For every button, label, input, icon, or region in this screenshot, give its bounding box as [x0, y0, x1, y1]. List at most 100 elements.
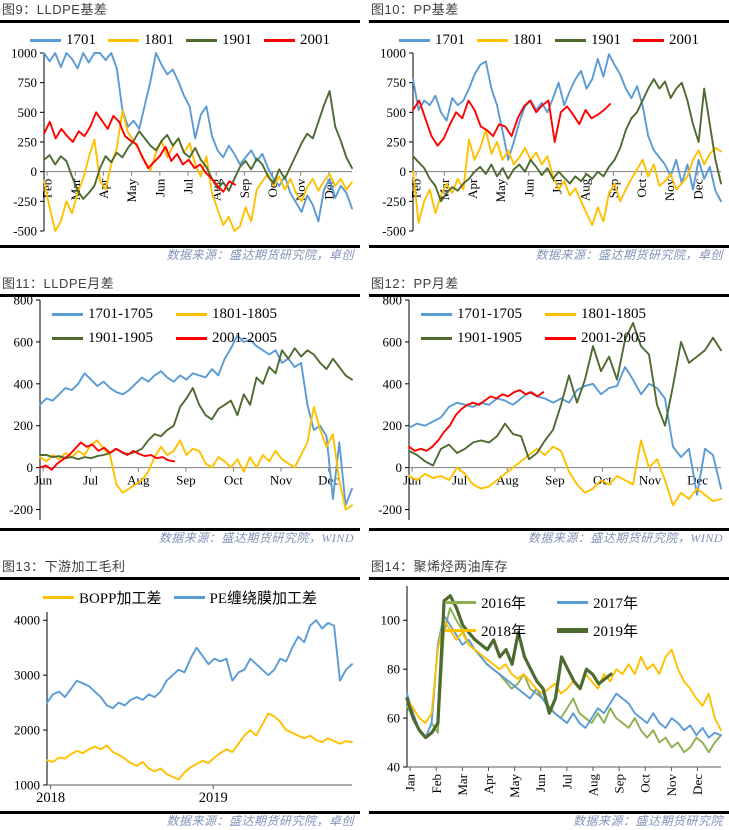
- data-source-fig10: 数据来源：盛达期货研究院，卓创: [535, 248, 723, 262]
- legend-item: 1901-1905: [52, 330, 176, 347]
- data-source-fig13: 数据来源：盛达期货研究院，卓创: [166, 814, 354, 828]
- legend-swatch-icon: [545, 337, 576, 340]
- panel-fig13: 图13：下游加工毛利 BOPP加工差 PE缠绕膜加工差 4000 3000 2000 1…: [0, 547, 360, 830]
- legend-swatch-icon: [30, 38, 61, 42]
- svg-text:0: 0: [27, 460, 34, 475]
- data-source-fig14: 数据来源：盛达期货研究院: [572, 814, 723, 828]
- svg-text:-500: -500: [13, 224, 37, 239]
- svg-text:0: 0: [396, 460, 403, 475]
- chart-area-fig14: 2016年 2017年 2018年 2019年 100 80 60 40 Jan Feb Mar A…: [369, 580, 729, 811]
- chart-title-fig13: 图13：下游加工毛利: [2, 559, 126, 574]
- legend-swatch-icon: [173, 595, 205, 599]
- data-source-fig9: 数据来源：盛达期货研究院，卓创: [166, 248, 354, 262]
- legend-item: 1901-1905: [421, 330, 545, 347]
- divider-bottom-fig9: [0, 245, 360, 248]
- svg-text:250: 250: [387, 135, 407, 150]
- svg-text:Jul: Jul: [181, 178, 196, 194]
- svg-text:750: 750: [387, 75, 407, 90]
- svg-text:600: 600: [383, 334, 403, 349]
- svg-text:Dec: Dec: [321, 178, 336, 199]
- legend-label: 2019年: [593, 624, 639, 640]
- panel-fig9: 图9：LLDPE基差 1701 1801 1901 2001 1000 750 500 25…: [0, 0, 360, 264]
- svg-text:-250: -250: [13, 194, 37, 209]
- panel-fig10: 图10：PP基差 1701 1801 1901 2001 1000 750 500 250 0…: [369, 0, 729, 264]
- svg-text:-250: -250: [382, 194, 406, 209]
- chart-title-fig11: 图11：LLDPE月差: [2, 276, 115, 291]
- svg-text:0: 0: [31, 164, 38, 179]
- svg-text:800: 800: [14, 297, 34, 308]
- svg-text:Jun: Jun: [152, 178, 167, 197]
- svg-text:Sep: Sep: [612, 774, 627, 794]
- legend-fig10: 1701 1801 1901 2001: [369, 31, 729, 49]
- legend-label: 1801-1805: [212, 306, 277, 322]
- panel-fig12: 图12：PP月差 1701-1705 1801-1805 1901-1905 2001…: [369, 264, 729, 547]
- chart-title-fig9: 图9：LLDPE基差: [2, 2, 108, 17]
- svg-text:250: 250: [18, 135, 38, 150]
- divider-top-fig11: [0, 294, 360, 297]
- legend-swatch-icon: [52, 313, 83, 316]
- svg-text:May: May: [493, 178, 508, 202]
- legend-fig9: 1701 1801 1901 2001: [0, 31, 360, 49]
- legend-item: 2017年: [557, 592, 669, 613]
- legend-swatch-icon: [186, 38, 217, 42]
- legend-label: 2018年: [481, 624, 527, 640]
- divider-bottom-fig10: [369, 245, 729, 248]
- legend-item: 2001: [264, 32, 330, 49]
- svg-text:2018: 2018: [36, 790, 65, 806]
- svg-text:Oct: Oct: [634, 178, 649, 197]
- legend-fig14: 2016年 2017年 2018年 2019年: [445, 592, 677, 641]
- legend-swatch-icon: [399, 38, 430, 42]
- legend-item: 2001-2005: [545, 330, 669, 347]
- svg-text:Aug: Aug: [496, 473, 519, 488]
- legend-swatch-icon: [633, 38, 664, 42]
- divider-top-fig9: [0, 20, 360, 23]
- svg-text:500: 500: [18, 105, 38, 120]
- legend-item: 1901: [186, 32, 252, 49]
- svg-text:Feb: Feb: [409, 179, 424, 199]
- svg-text:40: 40: [387, 760, 400, 775]
- legend-label: 1901: [591, 31, 621, 48]
- svg-text:Jun: Jun: [403, 473, 422, 488]
- svg-text:Jun: Jun: [34, 473, 53, 488]
- legend-label: 2016年: [481, 596, 527, 612]
- legend-label: 1801: [144, 31, 174, 48]
- legend-label: 1901: [222, 31, 252, 48]
- chart-title-fig14: 图14：聚烯烃两油库存: [371, 559, 508, 574]
- legend-fig13: BOPP加工差 PE缠绕膜加工差: [0, 588, 360, 607]
- svg-text:500: 500: [387, 105, 407, 120]
- legend-label: PE缠绕膜加工差: [209, 590, 318, 607]
- legend-fig12: 1701-1705 1801-1805 1901-1905 2001-2005: [421, 306, 673, 347]
- svg-text:Nov: Nov: [270, 473, 293, 488]
- chart-area-fig9: 1701 1801 1901 2001 1000 750 500 250 0 -250 -500 F…: [0, 23, 360, 245]
- legend-item: 1901: [555, 32, 621, 49]
- svg-text:Jul: Jul: [559, 774, 574, 790]
- svg-text:2019: 2019: [199, 790, 228, 806]
- divider-top-fig14: [369, 577, 729, 580]
- svg-text:100: 100: [381, 613, 401, 628]
- svg-text:2000: 2000: [14, 723, 40, 738]
- legend-label: 2001-2005: [581, 330, 646, 346]
- legend-label: 2001-2005: [212, 330, 277, 346]
- legend-item: 1801-1805: [545, 306, 669, 323]
- divider-top-fig13: [0, 577, 360, 580]
- svg-text:400: 400: [383, 376, 403, 391]
- svg-text:800: 800: [383, 297, 403, 308]
- svg-text:-500: -500: [382, 224, 406, 239]
- svg-text:600: 600: [14, 334, 34, 349]
- legend-label: BOPP加工差: [78, 590, 162, 607]
- legend-label: 2001: [300, 31, 330, 48]
- svg-text:Nov: Nov: [639, 473, 662, 488]
- svg-text:Apr: Apr: [481, 773, 496, 794]
- svg-text:3000: 3000: [14, 668, 40, 683]
- divider-bottom-fig14: [369, 811, 729, 814]
- divider-bottom-fig13: [0, 811, 360, 814]
- legend-swatch-icon: [264, 38, 295, 42]
- legend-item: 1701-1705: [52, 306, 176, 323]
- legend-fig11: 1701-1705 1801-1805 1901-1905 2001-2005: [52, 306, 304, 347]
- svg-text:Oct: Oct: [638, 774, 653, 793]
- legend-label: 1801-1805: [581, 306, 646, 322]
